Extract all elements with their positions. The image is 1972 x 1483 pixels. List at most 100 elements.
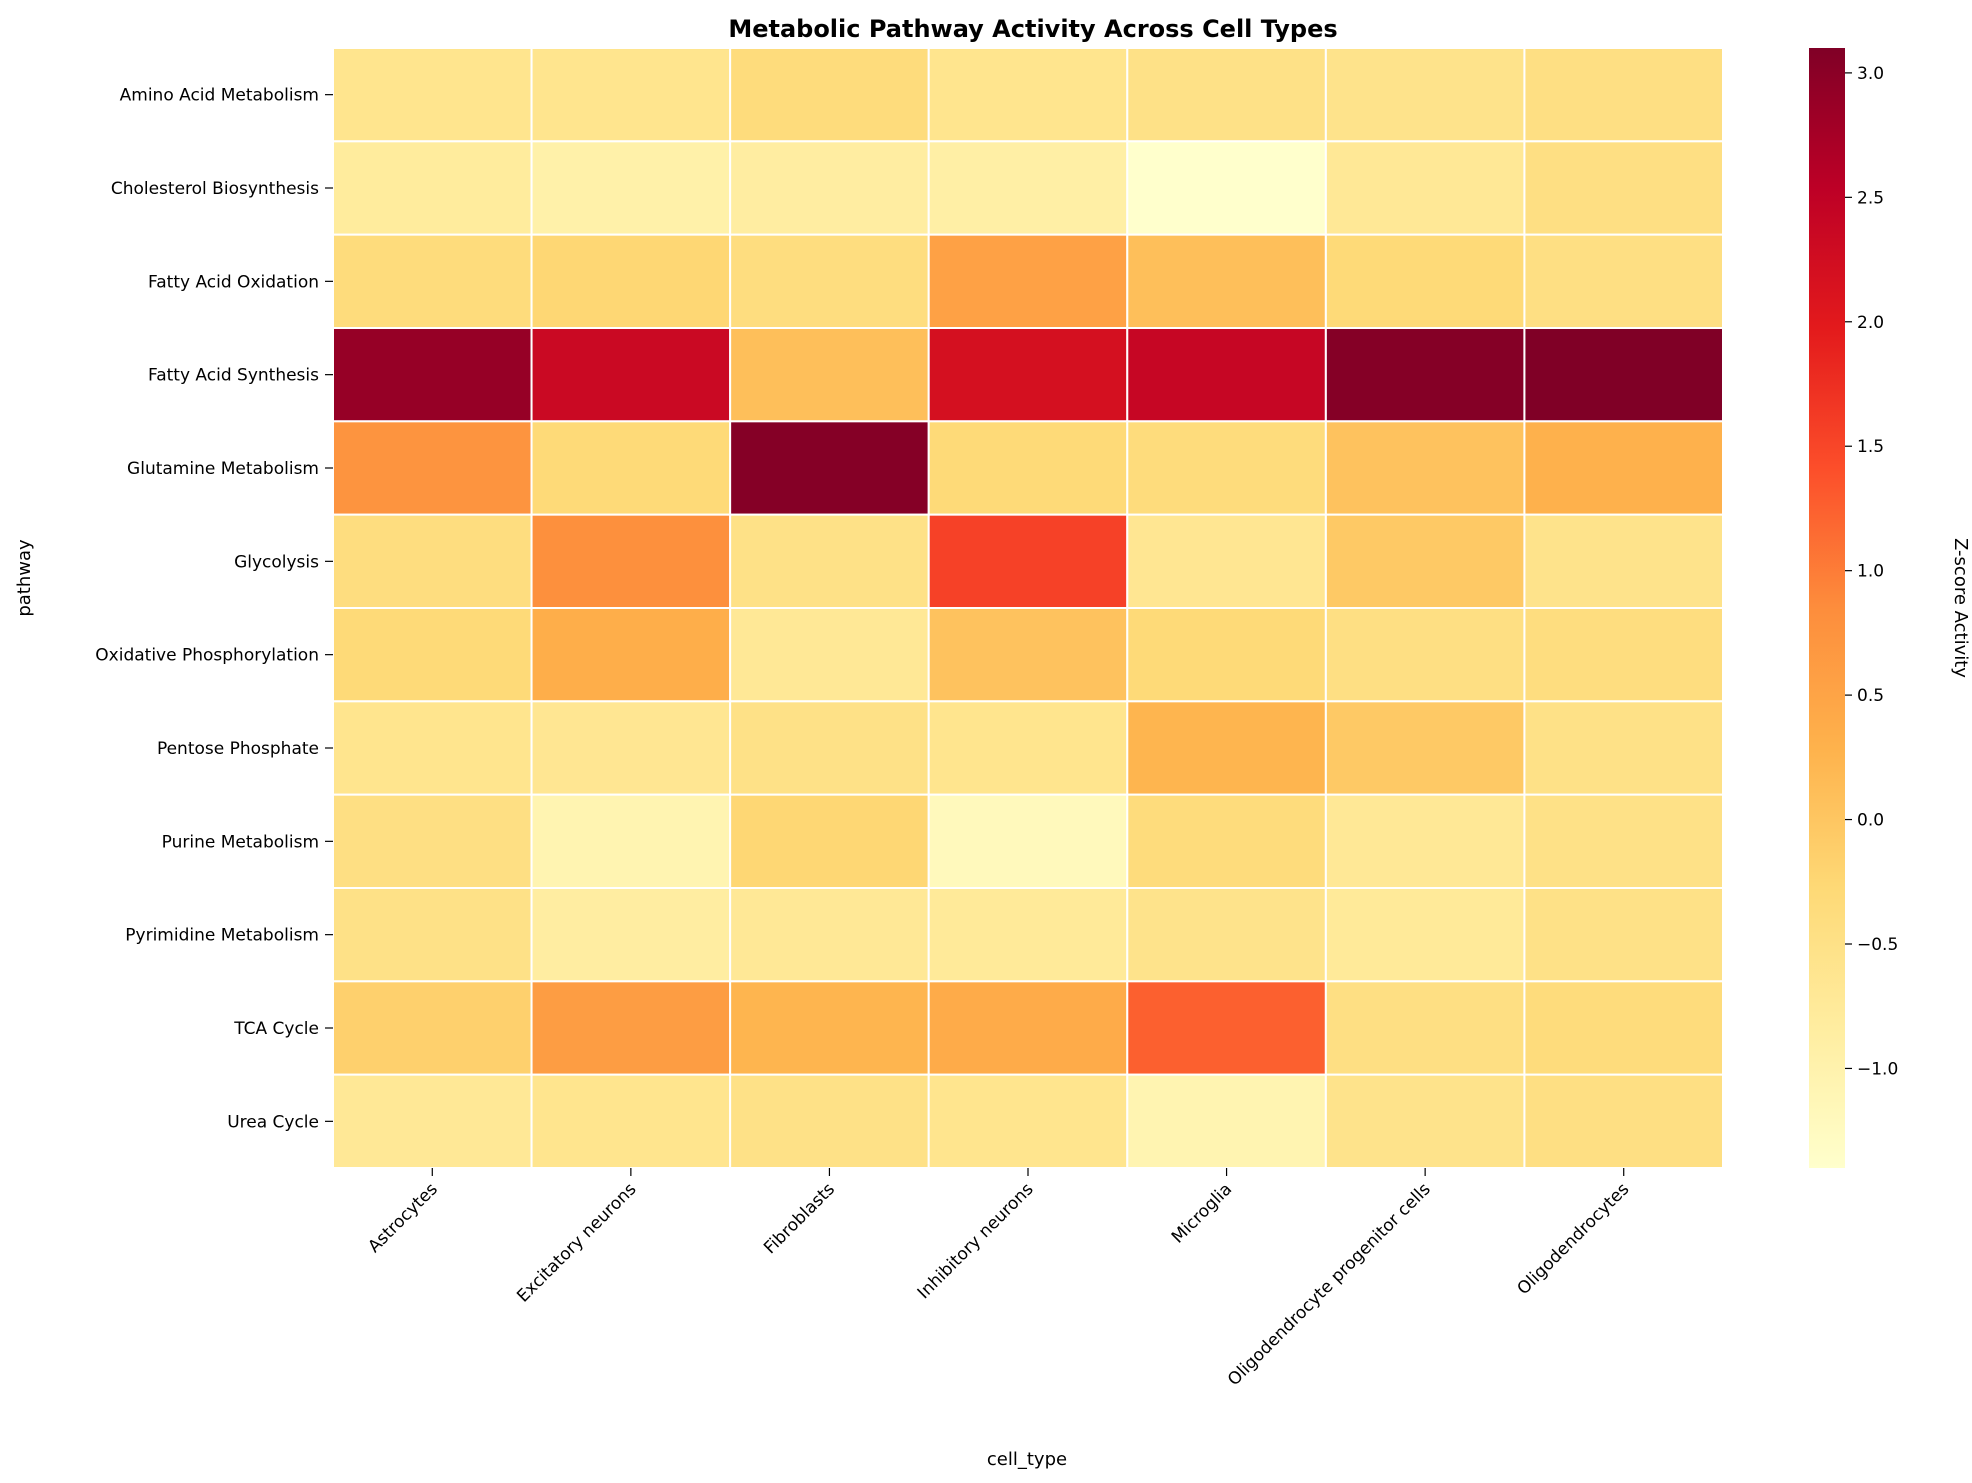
y-tick-label: Purine Metabolism (162, 832, 319, 852)
heatmap-cell (332, 1073, 533, 1169)
heatmap-cell (927, 700, 1129, 796)
y-axis-label: pathway (14, 539, 35, 617)
heatmap-cell (1523, 980, 1725, 1076)
heatmap-cell (1523, 233, 1725, 330)
heatmap-cell (530, 233, 732, 330)
heatmap-cell (1324, 1073, 1526, 1169)
heatmap-cell (530, 793, 732, 890)
heatmap-cell (927, 1073, 1129, 1169)
heatmap-cell (1324, 327, 1526, 423)
heatmap-cell (1523, 420, 1725, 516)
heatmap-cell (927, 327, 1129, 423)
heatmap-cells (332, 47, 1725, 1169)
heatmap-cell (1126, 980, 1327, 1076)
colorbar-tick-label: 0.5 (1857, 686, 1884, 706)
heatmap-cell (1523, 327, 1725, 423)
heatmap-cell (729, 700, 930, 796)
y-tick-label: TCA Cycle (233, 1019, 319, 1039)
x-axis-label: cell_type (987, 1449, 1067, 1470)
heatmap-cell (1126, 887, 1327, 983)
chart-title: Metabolic Pathway Activity Across Cell T… (728, 15, 1337, 43)
x-tick-label: Astrocytes (364, 1179, 442, 1257)
colorbar-tick-label: 0.0 (1857, 811, 1884, 831)
heatmap-cell (927, 140, 1129, 236)
y-tick-label: Amino Acid Metabolism (120, 86, 319, 106)
colorbar-tick-label: 2.0 (1857, 313, 1884, 333)
heatmap-cell (729, 513, 930, 610)
heatmap-cell (729, 793, 930, 890)
heatmap-cell (1523, 793, 1725, 890)
heatmap-cell (332, 980, 533, 1076)
x-tick-label: Fibroblasts (760, 1179, 839, 1258)
heatmap-cell (1126, 513, 1327, 610)
heatmap-cell (1523, 700, 1725, 796)
heatmap-cell (927, 47, 1129, 143)
colorbar-tick-label: −1.0 (1857, 1059, 1898, 1079)
heatmap-cell (530, 140, 732, 236)
heatmap-cell (332, 47, 533, 143)
heatmap-cell (332, 233, 533, 330)
heatmap-cell (1523, 513, 1725, 610)
colorbar-tick-label: 1.0 (1857, 562, 1884, 582)
heatmap-cell (530, 607, 732, 703)
y-tick-labels: Amino Acid Metabolism Cholesterol Biosynt… (95, 86, 333, 1132)
heatmap-cell (729, 140, 930, 236)
heatmap-cell (1324, 47, 1526, 143)
heatmap-cell (729, 327, 930, 423)
y-tick-label: Pentose Phosphate (157, 739, 319, 759)
y-tick-label: Fatty Acid Synthesis (148, 366, 319, 386)
heatmap-cell (729, 420, 930, 516)
heatmap-cell (729, 887, 930, 983)
heatmap-cell (1324, 700, 1526, 796)
heatmap-cell (332, 140, 533, 236)
heatmap-cell (1324, 793, 1526, 890)
heatmap-cell (332, 700, 533, 796)
heatmap-cell (1523, 887, 1725, 983)
heatmap-cell (1126, 47, 1327, 143)
colorbar-tick-label: 1.5 (1857, 437, 1884, 457)
x-tick-label: Oligodendrocytes (1514, 1179, 1634, 1299)
heatmap-cell (927, 887, 1129, 983)
y-tick-label: Pyrimidine Metabolism (125, 926, 319, 946)
heatmap-cell (1126, 327, 1327, 423)
x-tick-label: Excitatory neurons (513, 1179, 640, 1306)
heatmap-cell (1324, 513, 1526, 610)
heatmap-cell (332, 887, 533, 983)
heatmap-cell (1126, 700, 1327, 796)
y-tick-label: Glutamine Metabolism (127, 459, 319, 479)
heatmap-cell (927, 513, 1129, 610)
heatmap-cell (729, 47, 930, 143)
heatmap-cell (332, 513, 533, 610)
heatmap-cell (1126, 793, 1327, 890)
heatmap-cell (927, 420, 1129, 516)
heatmap-cell (729, 980, 930, 1076)
heatmap-cell (1126, 1073, 1327, 1169)
heatmap-cell (332, 420, 533, 516)
heatmap-cell (729, 1073, 930, 1169)
heatmap-cell (729, 233, 930, 330)
heatmap-cell (1126, 607, 1327, 703)
x-tick-labels: Astrocytes Excitatory neurons Fibroblasts I… (364, 1168, 1633, 1390)
y-tick-label: Glycolysis (234, 552, 319, 572)
y-tick-label: Urea Cycle (227, 1112, 319, 1132)
heatmap-cell (1523, 47, 1725, 143)
heatmap-cell (1523, 140, 1725, 236)
heatmap-cell (530, 513, 732, 610)
colorbar (1809, 48, 1845, 1168)
y-tick-label: Cholesterol Biosynthesis (111, 179, 319, 199)
y-tick-label: Oxidative Phosphorylation (95, 646, 319, 666)
heatmap-cell (927, 607, 1129, 703)
heatmap-cell (927, 233, 1129, 330)
y-tick-label: Fatty Acid Oxidation (148, 272, 319, 292)
heatmap-cell (332, 607, 533, 703)
heatmap-cell (1126, 233, 1327, 330)
colorbar-ticks: 3.0 2.5 2.0 1.5 1.0 0.5 0.0 −0.5 −1.0 (1845, 64, 1898, 1079)
heatmap-cell (1324, 887, 1526, 983)
heatmap-cell (530, 327, 732, 423)
heatmap-cell (1324, 233, 1526, 330)
heatmap-cell (530, 420, 732, 516)
heatmap-cell (1126, 140, 1327, 236)
heatmap-cell (729, 607, 930, 703)
x-tick-label: Inhibitory neurons (914, 1179, 1038, 1303)
heatmap-cell (530, 887, 732, 983)
